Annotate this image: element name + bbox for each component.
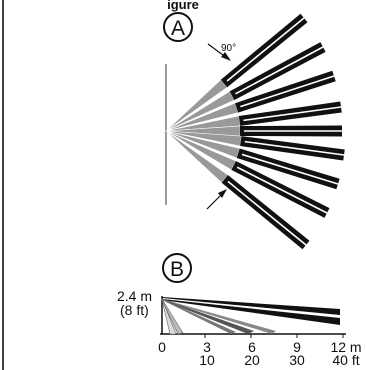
- callout-b-circle: [162, 253, 192, 283]
- beam-fan: [165, 13, 345, 250]
- side-beam-long-upper: [162, 297, 340, 315]
- callout-b-label: B: [170, 258, 184, 281]
- callout-a-label: A: [171, 17, 185, 40]
- beam-8: [165, 130, 330, 218]
- axis-label-ft-30: 30: [289, 352, 305, 368]
- beam-4: [165, 101, 342, 132]
- axis-label-m-12: 12 m: [330, 339, 361, 355]
- axis-label-m-3: 3: [203, 339, 211, 355]
- top-caption-fragment: igure: [167, 0, 199, 12]
- axis-label-m-6: 6: [248, 339, 256, 355]
- axis-label-ft-20: 20: [244, 352, 260, 368]
- beam-1: [165, 13, 308, 132]
- side-beam-mid-c: [162, 299, 236, 334]
- axis-label-ft-40: 40 ft: [332, 352, 359, 368]
- angle-label: 90°: [221, 43, 236, 54]
- mount-height-meters: 2.4 m: [117, 288, 152, 304]
- side-beam-mid-a: [162, 299, 276, 334]
- side-beam-down-b: [161, 298, 177, 335]
- beam-2: [165, 42, 326, 132]
- beam-6: [165, 130, 345, 161]
- view-a-top-view: A 90°: [163, 12, 345, 250]
- callout-a-circle: [163, 12, 193, 42]
- beam-7: [165, 130, 340, 190]
- side-beam-long-lower: [162, 299, 340, 325]
- angle-arrow-bottom: [206, 189, 227, 210]
- side-beam-mid-b: [162, 299, 254, 334]
- angle-arrow-top: [207, 43, 231, 61]
- axis-label-ft-10: 10: [199, 352, 215, 368]
- mount-height-feet: (8 ft): [120, 302, 149, 318]
- axis-label-m-0: 0: [158, 339, 166, 355]
- view-b-side-view: B 2.4 m (8 ft) 0 3 6 9 12 m 10 20: [117, 253, 362, 368]
- beam-9: [165, 130, 310, 250]
- beam-3: [165, 70, 336, 132]
- axis-label-m-9: 9: [293, 339, 301, 355]
- distance-ticks: [204, 334, 344, 338]
